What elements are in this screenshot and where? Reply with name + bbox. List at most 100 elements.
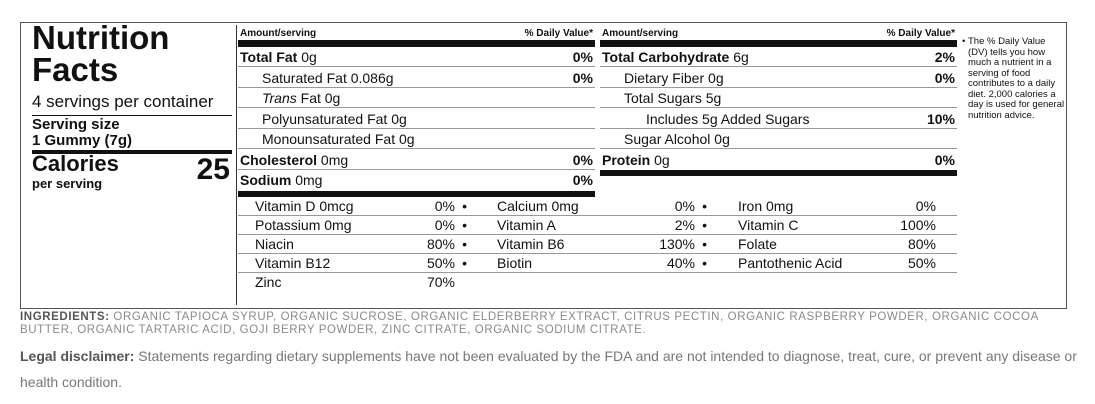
nutrient-dv: 10% (926, 110, 955, 127)
disclaimer: Legal disclaimer: Statements regarding d… (20, 343, 1080, 395)
nutrient-dv: 0% (572, 151, 593, 168)
nutrient-name: Cholesterol (240, 151, 318, 168)
vitamin-row: Vitamin D 0mcg 0% Calcium 0mg 0% Iron 0mg 0% (238, 197, 957, 216)
nutrient-amount: 0g (301, 49, 317, 65)
nutrient-row: Includes 5g Added Sugars 10% (600, 109, 957, 129)
vitamin-name: Vitamin D 0mcg (255, 198, 354, 214)
nutrient-row: Total Fat 0g 0% (238, 47, 595, 67)
rule (32, 115, 232, 116)
vitamin-dv: 0% (635, 197, 707, 216)
nutrient-dv: 2% (934, 49, 955, 65)
footnote: The % Daily Value (DV) tells you how muc… (962, 36, 1066, 121)
serving-size: 1 Gummy (7g) (32, 132, 133, 149)
nutrient-amount: 0mg (295, 172, 323, 188)
nutrient-name: Polyunsaturated Fat (262, 110, 388, 127)
vitamin-name: Niacin (255, 236, 294, 252)
nutrient-row: Total Carbohydrate 6g 2% (600, 47, 957, 67)
vitamin-name: Vitamin C (738, 217, 799, 233)
nutrient-name: Total Carbohydrate (602, 49, 730, 65)
nutrient-name: Fat (300, 90, 321, 106)
nutrient-row: Total Sugars 5g (600, 88, 957, 108)
nutrient-name: Monounsaturated Fat (262, 131, 396, 147)
vitamin-name: Vitamin B6 (497, 236, 565, 252)
nutrient-dv: 0% (934, 151, 955, 168)
dv-header: % Daily Value* (886, 28, 955, 39)
nutrient-row: Sugar Alcohol 0g (600, 129, 957, 149)
nutrient-amount: 0g (714, 131, 730, 147)
vitamin-dv: 0% (395, 216, 467, 235)
vitamin-dv: 70% (426, 274, 455, 290)
vitamin-dv: 80% (907, 236, 936, 252)
vitamin-row: Vitamin B12 50% Biotin 40% Pantothenic Acid 5… (238, 254, 957, 273)
nutrient-row: Dietary Fiber 0g 0% (600, 68, 957, 88)
nutrient-name: Dietary Fiber (624, 69, 705, 86)
dv-header: % Daily Value* (524, 28, 593, 39)
calories-sub: per serving (32, 176, 103, 191)
nutrient-amount: 0g (654, 151, 670, 168)
nutrient-name: Sodium (240, 172, 292, 188)
nutrient-amount: 5g (705, 90, 722, 106)
vitamin-dv: 0% (395, 197, 467, 216)
vitamin-name: Iron 0mg (738, 198, 794, 214)
nutrient-row: Trans Fat 0g (238, 88, 595, 108)
nutrient-amount: 6g (733, 49, 749, 65)
vitamin-name: Folate (738, 236, 777, 252)
vitamin-name: Vitamin B12 (255, 255, 331, 271)
vitamin-dv: 130% (635, 235, 707, 254)
nutrient-name: Sugar Alcohol (624, 131, 711, 147)
amount-header: Amount/serving (240, 28, 317, 39)
calories-label: Calories (32, 151, 119, 176)
nutrient-dv: 0% (572, 69, 593, 86)
vitamin-dv: 80% (395, 235, 467, 254)
nutrient-amount: 0mg (320, 151, 349, 168)
nutrient-row: Sodium 0mg 0% (238, 170, 595, 190)
vitamin-name: Calcium 0mg (497, 198, 579, 214)
nutrient-amount: 0g (391, 110, 407, 127)
nutrient-row: Saturated Fat 0.086g 0% (238, 68, 595, 88)
disclaimer-label: Legal disclaimer: (20, 348, 135, 364)
vitamin-dv: 100% (900, 217, 936, 233)
vitamin-name: Vitamin A (497, 217, 556, 233)
vitamin-dv: 40% (635, 254, 707, 273)
vitamin-row: Zinc 70% (238, 273, 957, 292)
vitamin-dv: 50% (395, 254, 467, 273)
vitamin-row: Niacin 80% Vitamin B6 130% Folate 80% (238, 235, 957, 254)
serving-size-label: Serving size (32, 116, 120, 133)
nutrient-name: Saturated Fat (262, 69, 347, 86)
nutrient-amount: 0.086g (350, 69, 394, 86)
rule (32, 150, 232, 154)
vitamin-dv: 50% (907, 255, 936, 271)
ingredients-label: INGREDIENTS: (20, 311, 110, 323)
nutrient-amount: 0g (398, 131, 415, 147)
thick-bar (238, 190, 595, 197)
nutrient-name: Protein (602, 151, 651, 168)
thick-bar (600, 40, 957, 47)
vitamin-name: Zinc (255, 274, 282, 290)
nutrient-name: Includes 5g Added Sugars (646, 110, 810, 127)
vitamin-dv: 2% (635, 216, 707, 235)
vitamin-name: Biotin (497, 255, 533, 271)
servings: 4 servings per container (32, 92, 214, 111)
nutrient-name: Total Sugars (624, 90, 702, 106)
nutrient-amount: 0g (324, 90, 341, 106)
ingredients-text: ORGANIC TAPIOCA SYRUP, ORGANIC SUCROSE, … (20, 311, 1039, 336)
thick-bar (600, 170, 957, 176)
thick-bar (238, 40, 595, 47)
nutrient-prefix: Trans (262, 90, 297, 106)
nutrient-name: Total Fat (240, 49, 298, 65)
vitamin-name: Potassium 0mg (255, 217, 352, 233)
nutrient-dv: 0% (572, 49, 593, 65)
disclaimer-text: Statements regarding dietary supplements… (20, 348, 1077, 390)
nutrient-amount: 0g (708, 69, 724, 86)
nutrient-dv: 0% (934, 69, 955, 86)
vitamin-row: Potassium 0mg 0% Vitamin A 2% Vitamin C 100% (238, 216, 957, 235)
nutrient-row: Cholesterol 0mg 0% (238, 150, 595, 170)
nutrient-row: Polyunsaturated Fat 0g (238, 109, 595, 129)
title: Nutrition Facts (32, 19, 170, 88)
vitamin-dv: 0% (915, 198, 936, 214)
amount-header: Amount/serving (602, 28, 679, 39)
vitamin-name: Pantothenic Acid (738, 255, 843, 271)
nutrient-dv: 0% (572, 172, 593, 188)
nutrition-label (20, 22, 1067, 309)
